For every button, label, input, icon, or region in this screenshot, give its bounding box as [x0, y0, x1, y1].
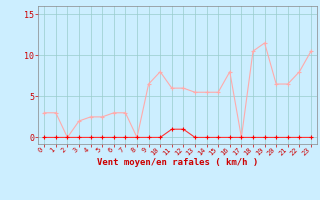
X-axis label: Vent moyen/en rafales ( km/h ): Vent moyen/en rafales ( km/h )	[97, 158, 258, 167]
